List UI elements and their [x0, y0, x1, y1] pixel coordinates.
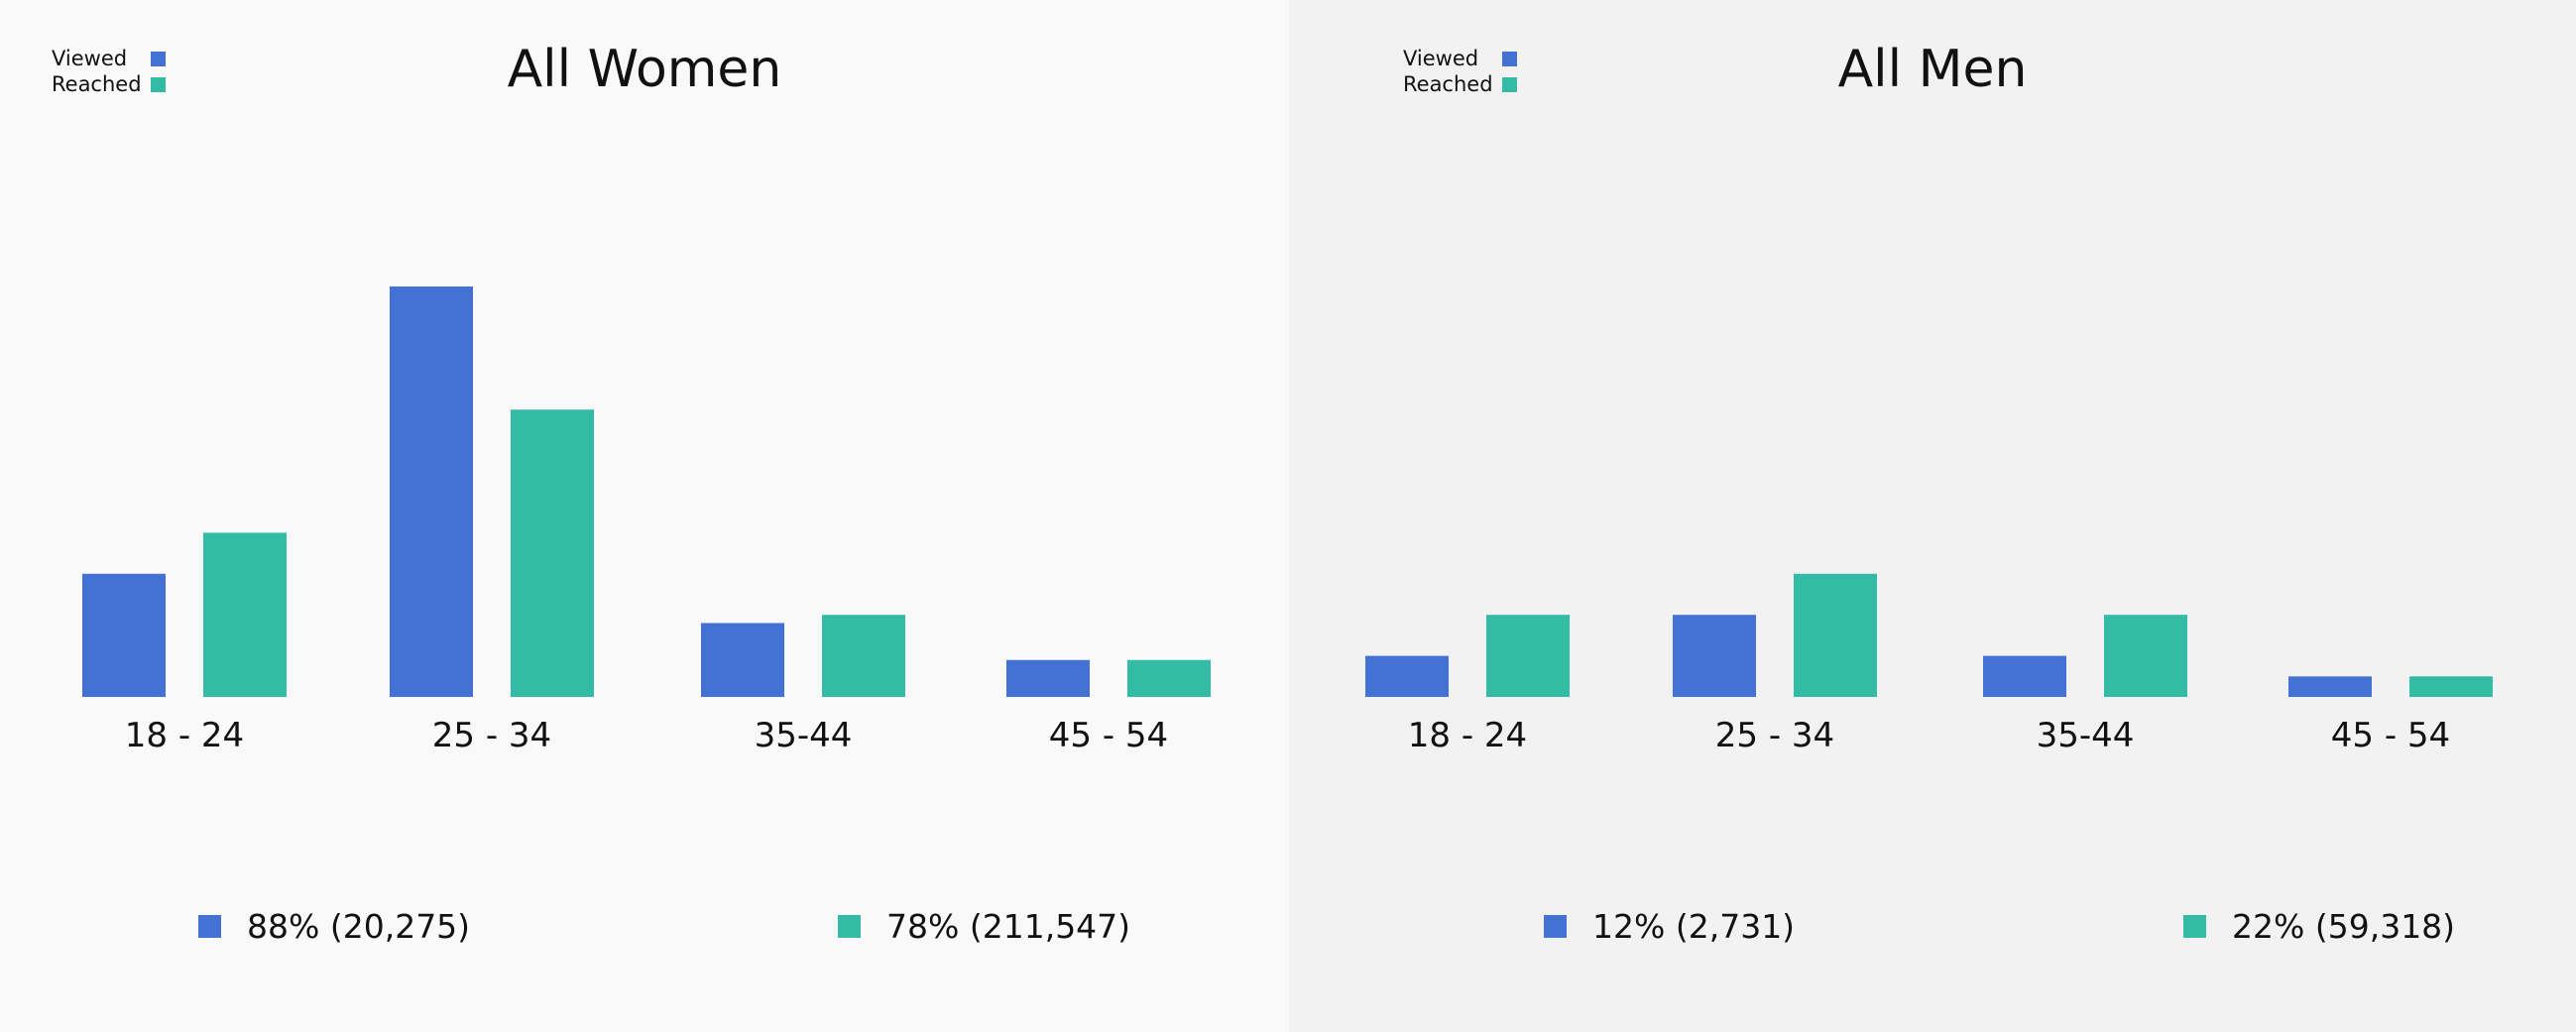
bar-reached-0 — [203, 532, 287, 697]
bar-reached-3 — [1127, 659, 1211, 697]
x-tick-label: 35-44 — [2037, 716, 2135, 755]
bar-viewed-0 — [82, 573, 166, 697]
summary-reached-text: 78% (211,547) — [886, 907, 1131, 946]
men-summary-reached: 22% (59,318) — [2183, 907, 2455, 946]
summary-viewed-text: 88% (20,275) — [247, 907, 471, 946]
men-legend: Viewed Reached — [1403, 46, 1517, 97]
bar-reached-2 — [2104, 615, 2187, 697]
women-bar-chart: 18 - 24 25 - 34 35-44 45 - 54 — [82, 287, 1211, 755]
women-chart-title: All Women — [507, 40, 782, 99]
bar-reached-1 — [1794, 573, 1877, 697]
men-summary-viewed: 12% (2,731) — [1544, 907, 1795, 946]
x-tick-label: 35-44 — [755, 716, 853, 755]
legend-viewed-label: Viewed — [1403, 47, 1479, 70]
x-tick-label: 45 - 54 — [2331, 716, 2450, 755]
women-legend-viewed: Viewed — [52, 46, 166, 71]
legend-reached-label: Reached — [52, 72, 142, 96]
summary-viewed-text: 12% (2,731) — [1592, 907, 1796, 946]
legend-viewed-swatch — [151, 51, 166, 66]
women-legend: Viewed Reached — [52, 46, 166, 97]
women-legend-reached: Reached — [52, 71, 166, 97]
summary-viewed-swatch — [198, 915, 221, 938]
women-panel: Viewed Reached All Women 18 - 24 25 - 34 3… — [52, 40, 1211, 946]
bar-reached-2 — [822, 615, 905, 697]
bar-viewed-1 — [1673, 615, 1756, 697]
men-bar-chart: 18 - 24 25 - 34 35-44 45 - 54 — [1365, 573, 2493, 755]
x-tick-label: 25 - 34 — [432, 716, 551, 755]
summary-reached-text: 22% (59,318) — [2232, 907, 2456, 946]
bar-reached-1 — [511, 409, 594, 697]
men-legend-reached: Reached — [1403, 71, 1517, 97]
legend-viewed-label: Viewed — [52, 47, 128, 70]
summary-viewed-swatch — [1544, 915, 1567, 938]
legend-reached-swatch — [1502, 76, 1517, 92]
x-tick-label: 18 - 24 — [1408, 716, 1527, 755]
x-tick-label: 25 - 34 — [1715, 716, 1834, 755]
legend-viewed-swatch — [1502, 51, 1517, 66]
bar-reached-3 — [2409, 676, 2493, 697]
summary-reached-swatch — [2183, 915, 2206, 938]
bar-viewed-3 — [1006, 659, 1090, 697]
bar-viewed-2 — [1983, 655, 2066, 697]
bar-viewed-0 — [1365, 655, 1449, 697]
bar-viewed-2 — [701, 623, 784, 697]
x-tick-label: 18 - 24 — [125, 716, 244, 755]
bar-viewed-1 — [390, 287, 473, 697]
summary-reached-swatch — [838, 915, 861, 938]
legend-reached-label: Reached — [1403, 72, 1493, 96]
legend-reached-swatch — [151, 76, 166, 92]
x-tick-label: 45 - 54 — [1049, 716, 1168, 755]
women-summary-reached: 78% (211,547) — [838, 907, 1130, 946]
women-summary-viewed: 88% (20,275) — [198, 907, 470, 946]
men-panel: Viewed Reached All Men 18 - 24 25 - 34 35-… — [1289, 0, 2576, 1032]
bar-reached-0 — [1486, 615, 1570, 697]
men-chart-title: All Men — [1837, 40, 2028, 99]
bar-viewed-3 — [2288, 676, 2372, 697]
men-legend-viewed: Viewed — [1403, 46, 1517, 71]
